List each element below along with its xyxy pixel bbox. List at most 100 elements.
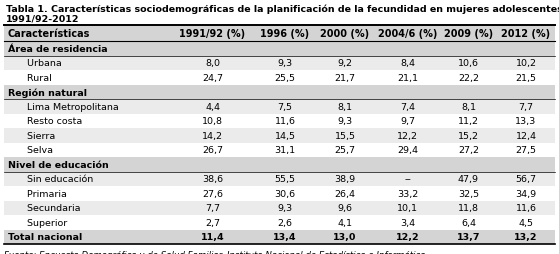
- Bar: [4, 42, 555, 56]
- Text: 55,5: 55,5: [274, 174, 296, 184]
- Text: 7,7: 7,7: [519, 102, 533, 111]
- Bar: [4, 114, 555, 129]
- Text: 2009 (%): 2009 (%): [444, 29, 493, 39]
- Text: 9,3: 9,3: [338, 117, 353, 126]
- Text: 13,4: 13,4: [273, 232, 297, 241]
- Text: 26,4: 26,4: [334, 189, 356, 198]
- Text: 32,5: 32,5: [458, 189, 479, 198]
- Text: 9,3: 9,3: [277, 59, 292, 68]
- Bar: [4, 85, 555, 100]
- Bar: [4, 230, 555, 244]
- Bar: [4, 56, 555, 71]
- Bar: [4, 129, 555, 143]
- Text: 13,7: 13,7: [457, 232, 480, 241]
- Text: Rural: Rural: [18, 73, 52, 83]
- Bar: [4, 143, 555, 157]
- Text: Total nacional: Total nacional: [8, 232, 82, 241]
- Text: 4,4: 4,4: [205, 102, 220, 111]
- Bar: [4, 100, 555, 114]
- Text: 10,1: 10,1: [397, 203, 418, 212]
- Text: Resto costa: Resto costa: [18, 117, 82, 126]
- Bar: [4, 186, 555, 201]
- Text: 8,0: 8,0: [205, 59, 220, 68]
- Text: 13,0: 13,0: [333, 232, 357, 241]
- Text: 9,2: 9,2: [338, 59, 353, 68]
- Text: 21,7: 21,7: [334, 73, 356, 83]
- Text: 9,6: 9,6: [338, 203, 353, 212]
- Text: Tabla 1. Características sociodemográficas de la planificación de la fecundidad : Tabla 1. Características sociodemográfic…: [6, 4, 559, 13]
- Text: 25,7: 25,7: [334, 146, 356, 155]
- Text: 22,2: 22,2: [458, 73, 479, 83]
- Text: 10,8: 10,8: [202, 117, 223, 126]
- Text: 15,2: 15,2: [458, 131, 479, 140]
- Text: --: --: [404, 174, 411, 184]
- Text: 38,9: 38,9: [334, 174, 356, 184]
- Text: 11,6: 11,6: [274, 117, 296, 126]
- Text: Selva: Selva: [18, 146, 53, 155]
- Text: 2012 (%): 2012 (%): [501, 29, 551, 39]
- Text: Características: Características: [8, 29, 91, 39]
- Bar: [4, 157, 555, 172]
- Text: 13,2: 13,2: [514, 232, 538, 241]
- Text: 21,1: 21,1: [397, 73, 418, 83]
- Text: Fuente: Encuesta Demográfica y de Salud Familiar. Instituto Nacional de Estadíst: Fuente: Encuesta Demográfica y de Salud …: [4, 250, 428, 254]
- Text: Área de residencia: Área de residencia: [8, 44, 108, 54]
- Text: Región natural: Región natural: [8, 88, 87, 97]
- Text: 7,5: 7,5: [277, 102, 292, 111]
- Text: 14,2: 14,2: [202, 131, 223, 140]
- Text: 10,6: 10,6: [458, 59, 479, 68]
- Text: 10,2: 10,2: [515, 59, 537, 68]
- Text: 21,5: 21,5: [515, 73, 537, 83]
- Text: Primaria: Primaria: [18, 189, 67, 198]
- Text: 11,6: 11,6: [515, 203, 537, 212]
- Text: 30,6: 30,6: [274, 189, 296, 198]
- Text: Superior: Superior: [18, 218, 67, 227]
- Text: 38,6: 38,6: [202, 174, 223, 184]
- Text: 6,4: 6,4: [461, 218, 476, 227]
- Text: 34,9: 34,9: [515, 189, 537, 198]
- Text: 2000 (%): 2000 (%): [320, 29, 369, 39]
- Text: 7,4: 7,4: [400, 102, 415, 111]
- Text: 1991/92-2012: 1991/92-2012: [6, 14, 79, 23]
- Text: 2,7: 2,7: [205, 218, 220, 227]
- Text: Nivel de educación: Nivel de educación: [8, 160, 109, 169]
- Text: Urbana: Urbana: [18, 59, 61, 68]
- Text: 3,4: 3,4: [400, 218, 415, 227]
- Text: 12,2: 12,2: [397, 131, 418, 140]
- Text: 56,7: 56,7: [515, 174, 537, 184]
- Text: 9,7: 9,7: [400, 117, 415, 126]
- Text: 7,7: 7,7: [205, 203, 220, 212]
- Text: 27,2: 27,2: [458, 146, 479, 155]
- Text: 11,4: 11,4: [201, 232, 224, 241]
- Text: 4,1: 4,1: [338, 218, 353, 227]
- Text: 8,1: 8,1: [461, 102, 476, 111]
- Text: 26,7: 26,7: [202, 146, 223, 155]
- Text: 33,2: 33,2: [397, 189, 418, 198]
- Bar: [4, 26, 555, 42]
- Text: 12,2: 12,2: [396, 232, 419, 241]
- Text: 1996 (%): 1996 (%): [260, 29, 310, 39]
- Text: 12,4: 12,4: [515, 131, 537, 140]
- Text: 13,3: 13,3: [515, 117, 537, 126]
- Text: 15,5: 15,5: [334, 131, 356, 140]
- Text: 29,4: 29,4: [397, 146, 418, 155]
- Text: Sierra: Sierra: [18, 131, 55, 140]
- Text: 11,2: 11,2: [458, 117, 479, 126]
- Text: 47,9: 47,9: [458, 174, 479, 184]
- Text: 14,5: 14,5: [274, 131, 296, 140]
- Bar: [4, 71, 555, 85]
- Text: 27,6: 27,6: [202, 189, 223, 198]
- Text: 8,1: 8,1: [338, 102, 353, 111]
- Text: Secundaria: Secundaria: [18, 203, 80, 212]
- Text: 25,5: 25,5: [274, 73, 296, 83]
- Text: Sin educación: Sin educación: [18, 174, 93, 184]
- Text: 1991/92 (%): 1991/92 (%): [179, 29, 245, 39]
- Text: 2,6: 2,6: [277, 218, 292, 227]
- Text: 24,7: 24,7: [202, 73, 223, 83]
- Text: 8,4: 8,4: [400, 59, 415, 68]
- Text: 27,5: 27,5: [515, 146, 537, 155]
- Text: 11,8: 11,8: [458, 203, 479, 212]
- Bar: [4, 172, 555, 186]
- Text: 4,5: 4,5: [519, 218, 533, 227]
- Text: 31,1: 31,1: [274, 146, 296, 155]
